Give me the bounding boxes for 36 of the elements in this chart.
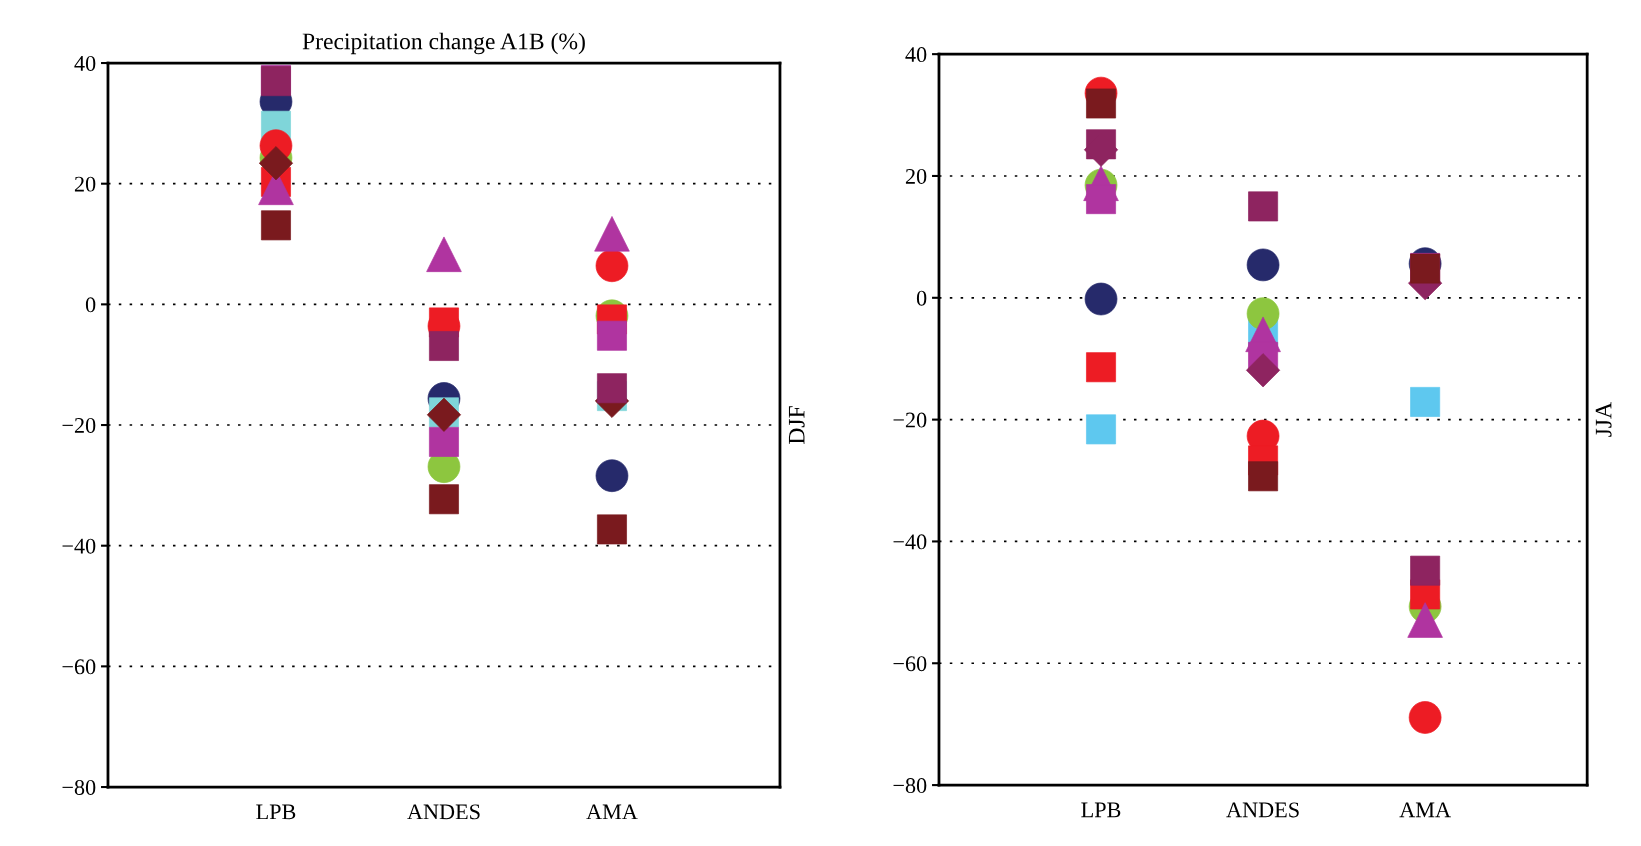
y-tick-label: −20 bbox=[893, 412, 927, 428]
y-tick-label: −80 bbox=[893, 778, 927, 794]
point bbox=[1246, 248, 1280, 282]
x-tick-label: AMA bbox=[1399, 802, 1451, 818]
y-tick-label: 0 bbox=[916, 290, 927, 306]
y-tick-label: −40 bbox=[893, 534, 927, 550]
y-tick-label: 0 bbox=[85, 297, 96, 313]
point bbox=[597, 514, 627, 545]
y2-axis-title: JJA bbox=[1595, 402, 1612, 437]
y-tick-label: 40 bbox=[905, 47, 927, 63]
y-tick-label: −60 bbox=[62, 659, 96, 675]
point bbox=[1086, 352, 1116, 383]
x-tick-label: LPB bbox=[1081, 802, 1121, 818]
point bbox=[594, 216, 630, 252]
point bbox=[426, 236, 462, 272]
y2-axis-title: DJF bbox=[788, 406, 805, 445]
point bbox=[1407, 602, 1443, 638]
point bbox=[261, 210, 291, 241]
x-tick-label: ANDES bbox=[1226, 802, 1299, 818]
y-tick-label: −60 bbox=[893, 656, 927, 672]
y-tick-label: −20 bbox=[62, 417, 96, 433]
chart-title: Precipitation change A1B (%) bbox=[302, 32, 585, 55]
point bbox=[595, 459, 629, 493]
point bbox=[1248, 191, 1279, 222]
point bbox=[1248, 461, 1279, 492]
point bbox=[1086, 88, 1116, 119]
y-tick-label: 20 bbox=[905, 168, 927, 184]
x-tick-label: LPB bbox=[256, 804, 296, 820]
point bbox=[1410, 555, 1441, 586]
y-tick-label: 40 bbox=[74, 55, 96, 71]
y-tick-label: 20 bbox=[74, 176, 96, 192]
x-tick-label: AMA bbox=[586, 804, 638, 820]
x-tick-label: ANDES bbox=[407, 804, 480, 820]
y-tick-label: −40 bbox=[62, 538, 96, 554]
y-tick-label: −80 bbox=[62, 779, 96, 795]
point bbox=[429, 484, 459, 515]
